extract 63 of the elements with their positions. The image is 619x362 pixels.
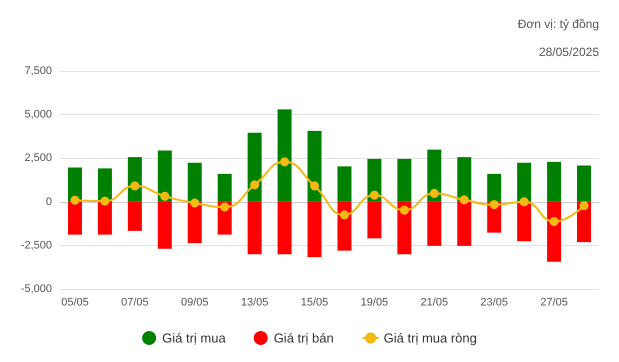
bar: [427, 202, 442, 246]
y-tick-label: -2,500: [20, 239, 52, 252]
bar: [248, 132, 262, 202]
bar: [308, 130, 322, 202]
point: [70, 196, 80, 205]
x-tick-label: 07/05: [121, 296, 149, 308]
point: [550, 217, 559, 226]
point: [250, 180, 260, 190]
x-tick-label: 13/05: [240, 296, 268, 308]
bar: [457, 202, 472, 246]
bar: [98, 202, 112, 235]
bar: [547, 162, 562, 202]
bar: [278, 109, 292, 202]
x-tick-label: 21/05: [420, 296, 448, 308]
y-tick-label: 2,500: [24, 152, 52, 164]
point: [310, 181, 320, 190]
point: [190, 198, 200, 208]
bar: [517, 162, 532, 202]
bar: [547, 202, 562, 262]
bar: [577, 166, 592, 202]
bar: [218, 174, 232, 202]
point: [220, 202, 230, 212]
bar: [158, 202, 172, 249]
legend-label: Giá trị mua: [162, 330, 226, 346]
bar: [128, 202, 142, 231]
x-tick-label: 19/05: [360, 296, 388, 308]
point: [280, 157, 290, 166]
x-tick-label: 23/05: [480, 296, 508, 308]
text: Đơn vị: tỷ đồng: [518, 17, 600, 31]
point: [100, 196, 110, 206]
bar: [308, 202, 322, 258]
bar: [517, 202, 532, 242]
legend-label: Giá trị mua ròng: [384, 330, 477, 346]
bar: [337, 166, 352, 202]
bar: [278, 202, 292, 254]
bar: [367, 202, 382, 238]
x-tick-label: 09/05: [180, 296, 209, 308]
bar: [487, 174, 502, 202]
bar: [188, 202, 202, 244]
point: [430, 188, 439, 198]
bar: [188, 162, 202, 202]
x-tick-label: 05/05: [61, 296, 89, 308]
bar: [68, 202, 82, 235]
y-tick-label: -5,000: [20, 283, 52, 295]
bar: [248, 202, 262, 254]
y-tick-label: 5,000: [24, 108, 52, 121]
point: [460, 195, 469, 204]
point: [130, 181, 140, 190]
point: [520, 197, 529, 206]
point: [580, 201, 589, 210]
point: [370, 190, 379, 200]
bar: [457, 157, 472, 202]
bar: [397, 158, 412, 202]
legend-label: Giá trị bán: [274, 330, 334, 346]
point: [400, 206, 409, 215]
x-tick-label: 15/05: [300, 296, 328, 308]
y-tick-label: 0: [46, 196, 52, 208]
point: [160, 192, 170, 201]
point: [340, 210, 349, 220]
y-tick-label: 7,500: [24, 65, 52, 77]
x-tick-label: 27/05: [540, 296, 568, 308]
text: 28/05/2025: [538, 45, 600, 59]
point: [490, 200, 499, 210]
